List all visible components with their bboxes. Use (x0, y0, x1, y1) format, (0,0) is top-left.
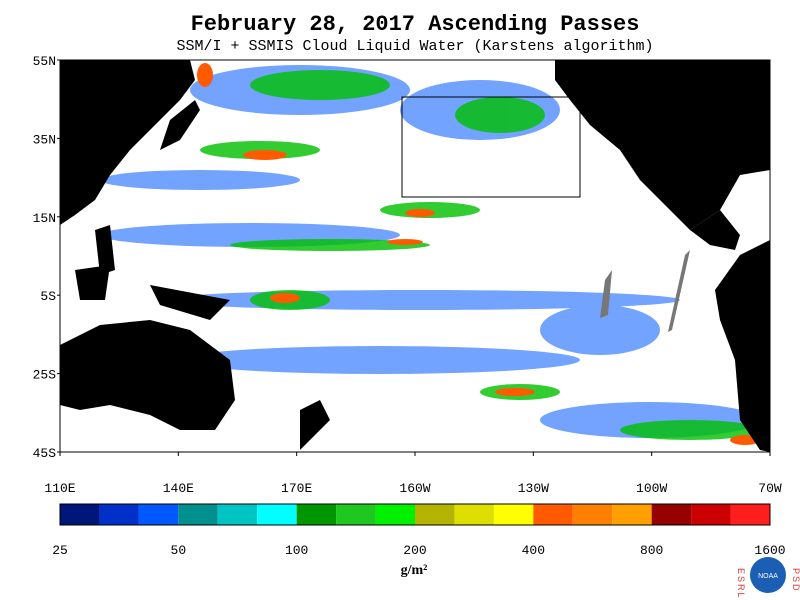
colorbar-swatch (730, 504, 770, 525)
clouds-dense (200, 70, 760, 440)
lat-label: 25S (33, 368, 57, 383)
logo-right: PSD (791, 568, 800, 593)
colorbar-swatch (178, 504, 218, 525)
colorbar-tick-label: 800 (640, 543, 663, 558)
clouds (100, 65, 760, 438)
colorbar-swatch (217, 504, 258, 525)
colorbar-tick-label: 100 (285, 543, 308, 558)
colorbar-tick-label: 25 (52, 543, 68, 558)
colorbar-tick-label: 1600 (754, 543, 785, 558)
lat-label: 55N (33, 54, 56, 69)
land (60, 60, 770, 452)
region-box (401, 96, 581, 198)
colorbar-tick-label: 200 (403, 543, 426, 558)
subtitle: SSM/I + SSMIS Cloud Liquid Water (Karste… (176, 38, 653, 55)
colorbar-frame (59, 503, 771, 526)
lon-label: 170E (281, 481, 312, 496)
lat-label: 5S (40, 289, 56, 304)
colorbar-swatch (99, 504, 139, 525)
lat-label: 35N (33, 132, 56, 147)
lon-label: 130W (518, 481, 549, 496)
colorbar-swatch (60, 504, 100, 525)
colorbar-swatch (257, 504, 297, 525)
colorbar-swatch (691, 504, 731, 525)
colorbar-swatch (138, 504, 179, 525)
colorbar-tick-label: 400 (522, 543, 545, 558)
lon-label: 100W (636, 481, 667, 496)
colorbar-tick-label: 50 (171, 543, 187, 558)
lon-label: 110E (44, 481, 75, 496)
title: February 28, 2017 Ascending Passes (191, 12, 640, 37)
lon-label: 160W (399, 481, 430, 496)
colorbar-swatch (533, 504, 573, 525)
colorbar-swatch (415, 504, 455, 525)
colorbar-swatch (336, 504, 376, 525)
noaa-emblem (750, 557, 786, 593)
colorbar-swatch (651, 504, 692, 525)
colorbar-swatch (493, 504, 534, 525)
colorbar-swatch (612, 504, 652, 525)
lat-label: 15N (33, 211, 56, 226)
logo-center: NOAA (758, 573, 778, 580)
colorbar-swatch (454, 504, 494, 525)
colorbar-swatch (572, 504, 613, 525)
colorbar-unit: g/m² (401, 563, 428, 578)
lon-label: 140E (163, 481, 194, 496)
colorbar-swatch (375, 504, 415, 525)
lon-label: 70W (758, 481, 782, 496)
logo: NOAA ESRL PSD (736, 557, 800, 600)
colorbar-swatch (296, 504, 337, 525)
logo-left: ESRL (736, 568, 746, 600)
missing-data (600, 250, 690, 332)
map (59, 59, 771, 453)
lat-label: 45S (33, 446, 57, 461)
